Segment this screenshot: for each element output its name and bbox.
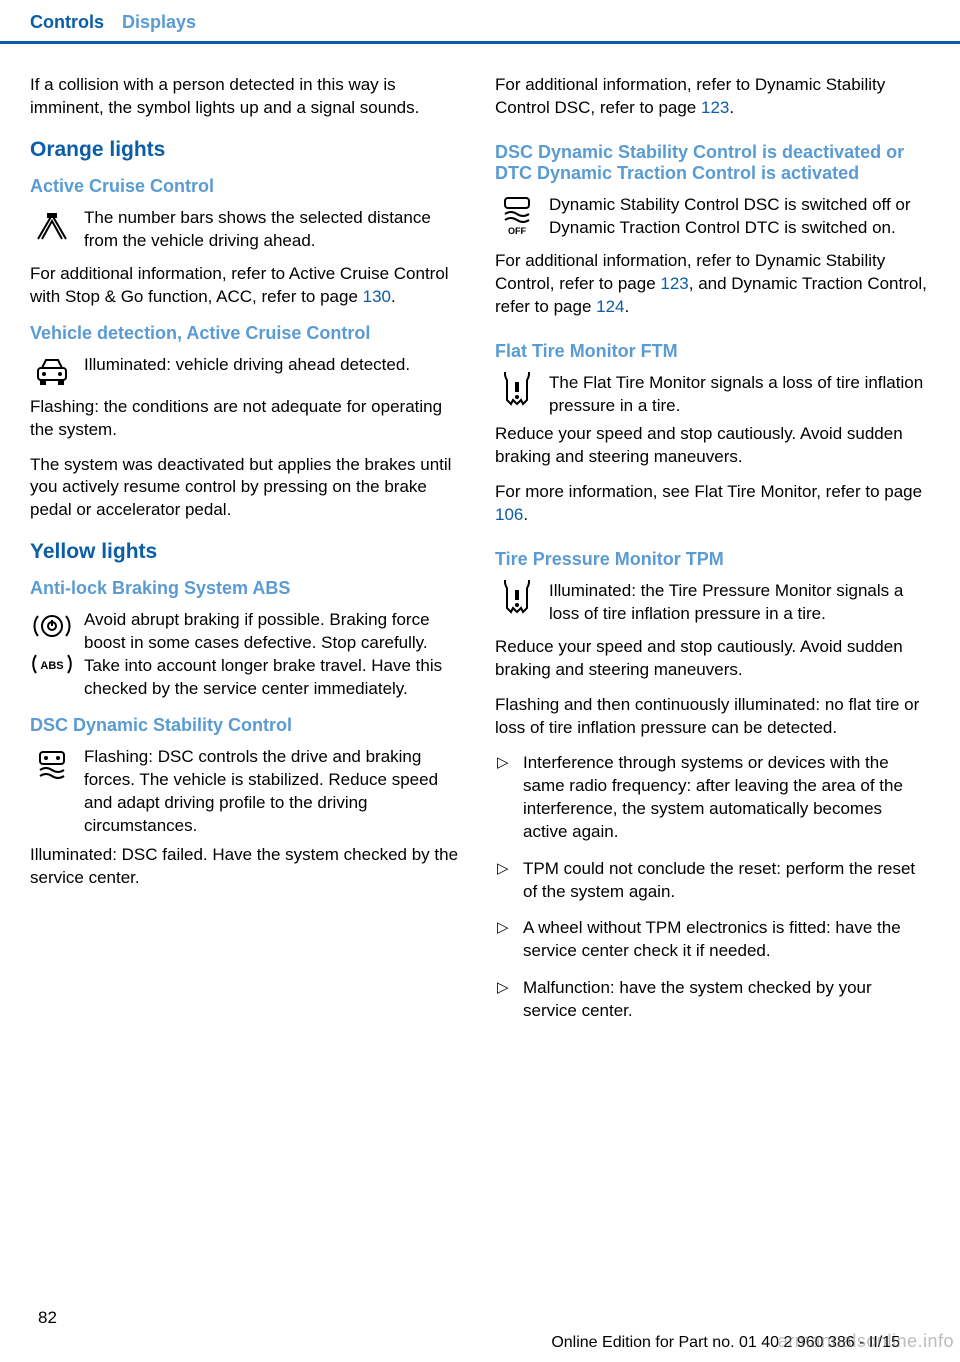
tpm-icon-text: Illuminated: the Tire Pressure Monitor s… (549, 580, 930, 626)
tpm-p2: Flashing and then continuously illuminat… (495, 694, 930, 740)
page-link-123a[interactable]: 123 (701, 98, 729, 117)
ftm-ref-post: . (523, 505, 528, 524)
abs-icon-block: ABS Avoid abrupt braking if possible. Br… (30, 609, 465, 701)
dsc-icon (30, 746, 74, 782)
tire-pressure-icon (495, 580, 539, 618)
dsc-off-icon-text: Dynamic Stability Control DSC is switche… (549, 194, 930, 240)
vd-p2: The system was deactivated but applies t… (30, 454, 465, 523)
abs-icon-text: Avoid abrupt braking if possible. Brak­i… (84, 609, 465, 701)
dsc-off-post: . (625, 297, 630, 316)
dsc-heading: DSC Dynamic Stability Control (30, 715, 465, 736)
dsc-icon-block: Flashing: DSC controls the drive and bra… (30, 746, 465, 838)
ftm-icon-text: The Flat Tire Monitor signals a loss of … (549, 372, 930, 418)
tpm-bullet-list: Interference through systems or devices … (495, 752, 930, 1023)
list-item: Malfunction: have the system checked by … (495, 977, 930, 1023)
orange-lights-heading: Orange lights (30, 138, 465, 162)
vehicle-ahead-icon (30, 354, 74, 390)
watermark: armanualsonline.info (778, 1331, 954, 1352)
list-item: TPM could not conclude the reset: perfor… (495, 858, 930, 904)
header-tabs: Controls Displays (0, 0, 960, 44)
tpm-heading: Tire Pressure Monitor TPM (495, 549, 930, 570)
vd-p1: Flashing: the conditions are not ade­qua… (30, 396, 465, 442)
acc-icon-text: The number bars shows the selected dista… (84, 207, 465, 253)
acc-ref-post: . (391, 287, 396, 306)
ftm-ref-pre: For more information, see Flat Tire Moni… (495, 482, 922, 501)
page-number: 82 (38, 1308, 57, 1328)
dsc-cont-post: . (729, 98, 734, 117)
main-content: If a collision with a person detected in… (0, 44, 960, 1037)
ftm-icon-block: The Flat Tire Monitor signals a loss of … (495, 372, 930, 418)
dsc-off-ref-paragraph: For additional information, refer to Dyn… (495, 250, 930, 319)
ftm-p1: Reduce your speed and stop cau­tiously. … (495, 423, 930, 469)
list-item: Interference through systems or devices … (495, 752, 930, 844)
right-column: For additional information, refer to Dyn… (495, 74, 930, 1037)
abs-icon: ABS (30, 609, 74, 679)
dsc-off-heading: DSC Dynamic Stability Control is deactiv… (495, 142, 930, 184)
ftm-heading: Flat Tire Monitor FTM (495, 341, 930, 362)
page-link-124[interactable]: 124 (596, 297, 624, 316)
dsc-cont-pre: For additional information, refer to Dyn… (495, 75, 885, 117)
dsc-cont-paragraph: For additional information, refer to Dyn… (495, 74, 930, 120)
left-column: If a collision with a person detected in… (30, 74, 465, 1037)
dsc-off-icon-block: OFF Dynamic Stability Control DSC is swi… (495, 194, 930, 240)
tpm-p1: Reduce your speed and stop cautiously. A… (495, 636, 930, 682)
dsc-off-icon: OFF (495, 194, 539, 236)
acc-heading: Active Cruise Control (30, 176, 465, 197)
dsc-p1: Illuminated: DSC failed. Have the system… (30, 844, 465, 890)
svg-text:OFF: OFF (508, 226, 526, 236)
intro-paragraph: If a collision with a person detected in… (30, 74, 465, 120)
acc-icon-block: The number bars shows the selected dista… (30, 207, 465, 253)
list-item: A wheel without TPM electronics is fitte… (495, 917, 930, 963)
svg-text:ABS: ABS (40, 660, 63, 672)
page-link-130[interactable]: 130 (363, 287, 391, 306)
flat-tire-icon (495, 372, 539, 410)
vd-icon-block: Illuminated: vehicle driving ahead de­te… (30, 354, 465, 390)
ftm-ref-paragraph: For more information, see Flat Tire Moni… (495, 481, 930, 527)
page-link-106[interactable]: 106 (495, 505, 523, 524)
yellow-lights-heading: Yellow lights (30, 540, 465, 564)
tab-displays: Displays (122, 12, 196, 33)
tpm-icon-block: Illuminated: the Tire Pressure Monitor s… (495, 580, 930, 626)
vd-icon-text: Illuminated: vehicle driving ahead de­te… (84, 354, 410, 377)
page-link-123b[interactable]: 123 (660, 274, 688, 293)
dsc-icon-text: Flashing: DSC controls the drive and bra… (84, 746, 465, 838)
acc-ref-paragraph: For additional information, refer to Act… (30, 263, 465, 309)
tab-controls: Controls (30, 12, 104, 33)
abs-heading: Anti-lock Braking System ABS (30, 578, 465, 599)
vd-heading: Vehicle detection, Active Cruise Control (30, 323, 465, 344)
acc-distance-icon (30, 207, 74, 245)
